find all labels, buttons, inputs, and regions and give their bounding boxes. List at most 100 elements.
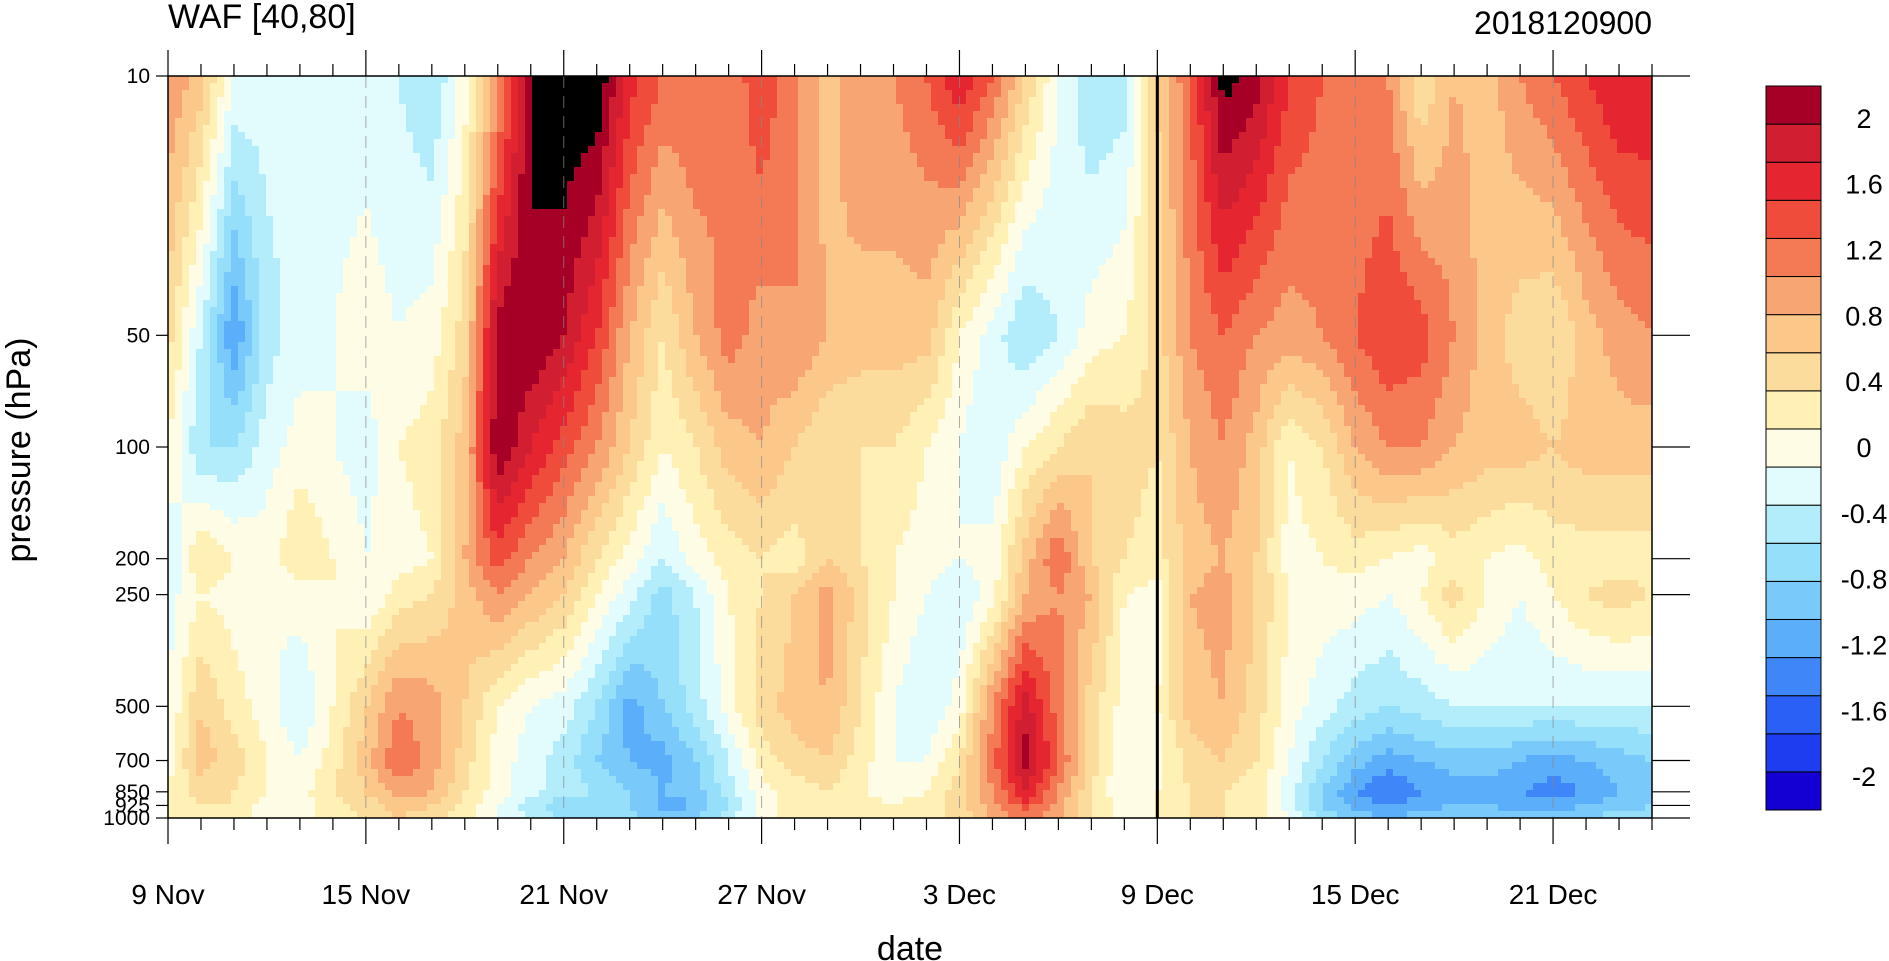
heatmap-cell: [1526, 195, 1534, 203]
heatmap-cell: [1183, 83, 1191, 91]
heatmap-cell: [812, 125, 820, 133]
heatmap-cell: [1225, 174, 1233, 182]
heatmap-cell: [1393, 188, 1401, 196]
heatmap-cell: [1610, 195, 1618, 203]
heatmap-cell: [1414, 160, 1422, 168]
heatmap-cell: [1120, 132, 1128, 140]
heatmap-cell: [931, 188, 939, 196]
heatmap-cell: [973, 167, 981, 175]
heatmap-cell: [868, 97, 876, 105]
heatmap-cell: [581, 167, 589, 175]
heatmap-cell: [1568, 139, 1576, 147]
heatmap-cell: [889, 90, 897, 98]
heatmap-cell: [1246, 132, 1254, 140]
heatmap-cell: [1204, 90, 1212, 98]
heatmap-cell: [1477, 132, 1485, 140]
heatmap-cell: [1484, 90, 1492, 98]
heatmap-cell: [826, 104, 834, 112]
heatmap-cell: [245, 167, 253, 175]
heatmap-cell: [945, 76, 953, 84]
heatmap-cell: [196, 118, 204, 126]
heatmap-cell: [357, 104, 365, 112]
heatmap-cell: [1386, 181, 1394, 189]
heatmap-cell: [1477, 76, 1485, 84]
heatmap-cell: [826, 90, 834, 98]
heatmap-cell: [420, 160, 428, 168]
heatmap-cell: [1596, 174, 1604, 182]
heatmap-cell: [1561, 181, 1569, 189]
heatmap-cell: [1190, 174, 1198, 182]
heatmap-cell: [1316, 167, 1324, 175]
heatmap-cell: [1575, 132, 1583, 140]
heatmap-cell: [434, 104, 442, 112]
heatmap-cell: [924, 125, 932, 133]
heatmap-cell: [1386, 146, 1394, 154]
heatmap-cell: [658, 76, 666, 84]
heatmap-cell: [1526, 174, 1534, 182]
heatmap-cell: [973, 111, 981, 119]
heatmap-cell: [1414, 195, 1422, 203]
heatmap-cell: [1561, 97, 1569, 105]
heatmap-cell: [329, 188, 337, 196]
heatmap-cell: [756, 76, 764, 84]
heatmap-cell: [1232, 132, 1240, 140]
heatmap-cell: [1344, 111, 1352, 119]
heatmap-cell: [518, 132, 526, 140]
heatmap-cell: [567, 195, 575, 203]
heatmap-cell: [1036, 83, 1044, 91]
heatmap-cell: [588, 132, 596, 140]
heatmap-cell: [441, 97, 449, 105]
heatmap-cell: [1218, 188, 1226, 196]
heatmap-cell: [525, 195, 533, 203]
heatmap-cell: [238, 125, 246, 133]
heatmap-cell: [1638, 125, 1646, 133]
heatmap-cell: [252, 132, 260, 140]
heatmap-cell: [1316, 104, 1324, 112]
heatmap-cell: [1519, 139, 1527, 147]
heatmap-cell: [252, 167, 260, 175]
heatmap-cell: [259, 174, 267, 182]
heatmap-cell: [336, 181, 344, 189]
heatmap-cell: [805, 132, 813, 140]
heatmap-cell: [378, 132, 386, 140]
heatmap-cell: [1393, 160, 1401, 168]
heatmap-cell: [1456, 188, 1464, 196]
heatmap-cell: [1561, 83, 1569, 91]
heatmap-cell: [189, 188, 197, 196]
heatmap-cell: [1540, 111, 1548, 119]
heatmap-cell: [308, 104, 316, 112]
heatmap-cell: [581, 97, 589, 105]
heatmap-cell: [868, 174, 876, 182]
heatmap-cell: [1288, 181, 1296, 189]
heatmap-cell: [1260, 90, 1268, 98]
heatmap-cell: [427, 181, 435, 189]
heatmap-cell: [434, 76, 442, 84]
heatmap-cell: [413, 118, 421, 126]
heatmap-cell: [490, 195, 498, 203]
heatmap-cell: [1337, 90, 1345, 98]
heatmap-cell: [1610, 83, 1618, 91]
heatmap-cell: [525, 146, 533, 154]
heatmap-cell: [1176, 160, 1184, 168]
heatmap-cell: [819, 167, 827, 175]
heatmap-cell: [1316, 97, 1324, 105]
heatmap-cell: [1400, 167, 1408, 175]
heatmap-cell: [686, 195, 694, 203]
heatmap-cell: [1442, 153, 1450, 161]
heatmap-cell: [392, 188, 400, 196]
heatmap-cell: [1176, 181, 1184, 189]
heatmap-cell: [847, 160, 855, 168]
heatmap-cell: [1302, 160, 1310, 168]
heatmap-cell: [798, 139, 806, 147]
heatmap-cell: [1218, 118, 1226, 126]
heatmap-cell: [1596, 139, 1604, 147]
heatmap-cell: [490, 139, 498, 147]
heatmap-cell: [175, 90, 183, 98]
heatmap-cell: [581, 111, 589, 119]
heatmap-cell: [581, 83, 589, 91]
heatmap-cell: [742, 97, 750, 105]
heatmap-cell: [819, 83, 827, 91]
heatmap-cell: [728, 132, 736, 140]
heatmap-cell: [308, 195, 316, 203]
heatmap-cell: [1064, 125, 1072, 133]
